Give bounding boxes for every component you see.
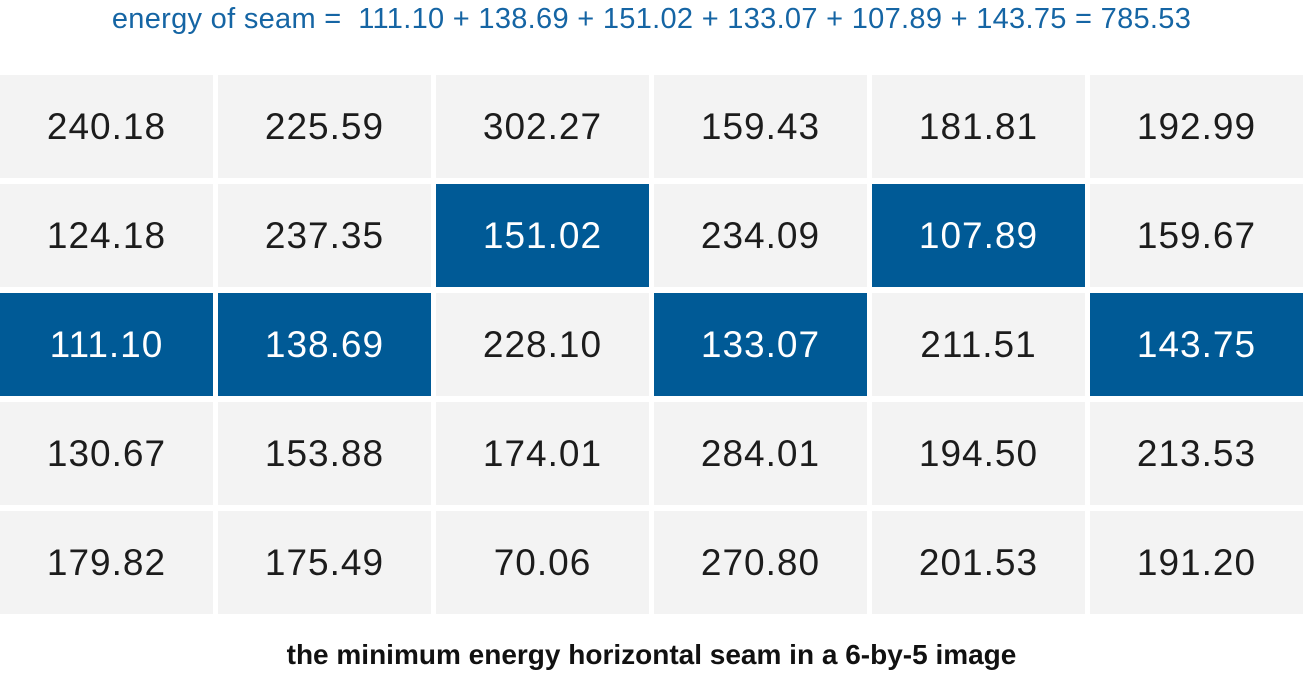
grid-cell: 211.51: [872, 293, 1085, 396]
grid-cell: 302.27: [436, 75, 649, 178]
figure-caption: the minimum energy horizontal seam in a …: [286, 639, 1017, 670]
seam-cell: 138.69: [218, 293, 431, 396]
grid-cell: 70.06: [436, 511, 649, 614]
grid-cell: 153.88: [218, 402, 431, 505]
grid-cell: 191.20: [1090, 511, 1303, 614]
grid-cell: 284.01: [654, 402, 867, 505]
seam-cell: 107.89: [872, 184, 1085, 287]
grid-cell: 228.10: [436, 293, 649, 396]
grid-cell: 225.59: [218, 75, 431, 178]
grid-cell: 181.81: [872, 75, 1085, 178]
grid-cell: 270.80: [654, 511, 867, 614]
seam-cell: 151.02: [436, 184, 649, 287]
grid-cell: 124.18: [0, 184, 213, 287]
grid-cell: 175.49: [218, 511, 431, 614]
energy-equation-title: energy of seam = 111.10 + 138.69 + 151.0…: [111, 3, 1192, 35]
grid-cell: 159.43: [654, 75, 867, 178]
grid-cell: 179.82: [0, 511, 213, 614]
seam-cell: 111.10: [0, 293, 213, 396]
grid-cell: 174.01: [436, 402, 649, 505]
grid-cell: 194.50: [872, 402, 1085, 505]
grid-cell: 192.99: [1090, 75, 1303, 178]
grid-cell: 234.09: [654, 184, 867, 287]
seam-cell: 143.75: [1090, 293, 1303, 396]
grid-cell: 237.35: [218, 184, 431, 287]
grid-cell: 130.67: [0, 402, 213, 505]
grid-cell: 159.67: [1090, 184, 1303, 287]
grid-cell: 213.53: [1090, 402, 1303, 505]
seam-cell: 133.07: [654, 293, 867, 396]
grid-cell: 240.18: [0, 75, 213, 178]
energy-grid: 240.18 225.59 302.27 159.43 181.81 192.99 124.…: [0, 75, 1303, 614]
grid-cell: 201.53: [872, 511, 1085, 614]
